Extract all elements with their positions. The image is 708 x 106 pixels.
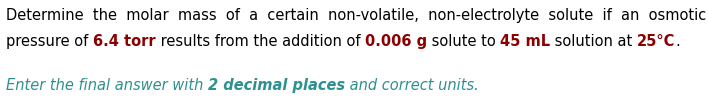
Text: Determine  the  molar  mass  of  a  certain  non-volatile,  non-electrolyte  sol: Determine the molar mass of a certain no… [6,8,707,23]
Text: 6.4 torr: 6.4 torr [93,34,156,49]
Text: 0.006 g: 0.006 g [365,34,427,49]
Text: .: . [675,34,680,49]
Text: 45 mL: 45 mL [500,34,550,49]
Text: results from the addition of: results from the addition of [156,34,365,49]
Text: pressure of: pressure of [6,34,93,49]
Text: solute to: solute to [427,34,500,49]
Text: solution at: solution at [550,34,637,49]
Text: 2 decimal places: 2 decimal places [208,78,345,93]
Text: 25°C: 25°C [637,34,675,49]
Text: Enter the final answer with: Enter the final answer with [6,78,208,93]
Text: and correct units.: and correct units. [345,78,479,93]
